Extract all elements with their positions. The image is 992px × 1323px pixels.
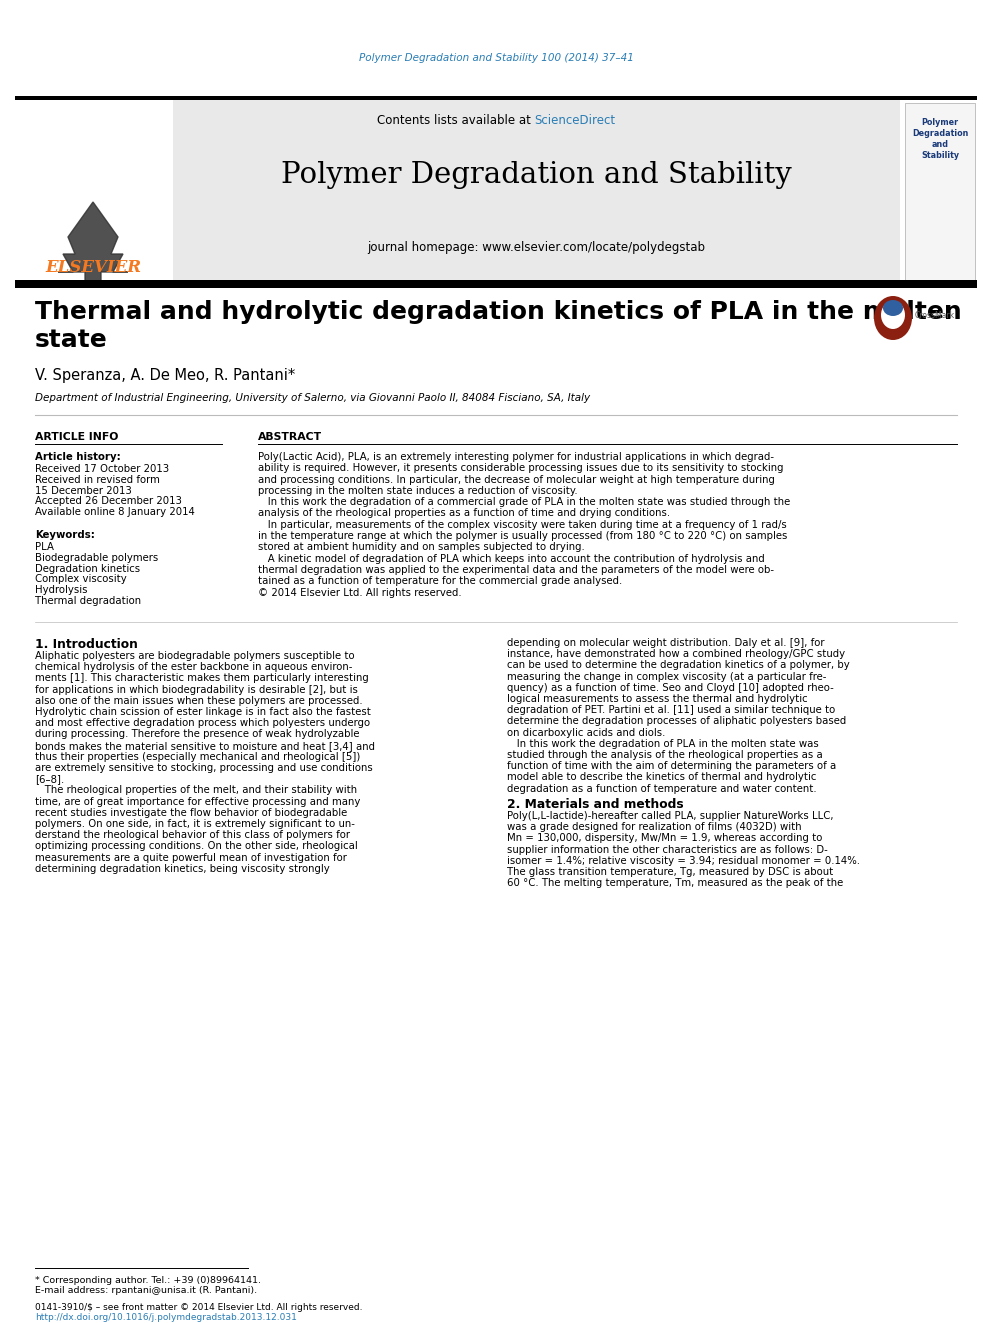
Bar — [173, 101, 900, 282]
Text: Received in revised form: Received in revised form — [35, 475, 160, 484]
Text: In this work the degradation of a commercial grade of PLA in the molten state wa: In this work the degradation of a commer… — [258, 497, 791, 507]
Text: ELSEVIER: ELSEVIER — [45, 259, 141, 277]
Text: measurements are a quite powerful mean of investigation for: measurements are a quite powerful mean o… — [35, 852, 347, 863]
Text: logical measurements to assess the thermal and hydrolytic: logical measurements to assess the therm… — [507, 695, 807, 704]
Ellipse shape — [883, 300, 903, 316]
Text: in the temperature range at which the polymer is usually processed (from 180 °C : in the temperature range at which the po… — [258, 531, 788, 541]
Text: A kinetic model of degradation of PLA which keeps into account the contribution : A kinetic model of degradation of PLA wh… — [258, 554, 765, 564]
Text: ABSTRACT: ABSTRACT — [258, 433, 322, 442]
Text: Thermal degradation: Thermal degradation — [35, 595, 141, 606]
Text: degradation of PET. Partini et al. [11] used a similar technique to: degradation of PET. Partini et al. [11] … — [507, 705, 835, 716]
Text: Poly(L,L-lactide)-hereafter called PLA, supplier NatureWorks LLC,: Poly(L,L-lactide)-hereafter called PLA, … — [507, 811, 833, 822]
Text: degradation as a function of temperature and water content.: degradation as a function of temperature… — [507, 783, 816, 794]
Text: tained as a function of temperature for the commercial grade analysed.: tained as a function of temperature for … — [258, 577, 622, 586]
Text: function of time with the aim of determining the parameters of a: function of time with the aim of determi… — [507, 761, 836, 771]
Text: was a grade designed for realization of films (4032D) with: was a grade designed for realization of … — [507, 822, 802, 832]
Text: Thermal and hydrolytic degradation kinetics of PLA in the molten: Thermal and hydrolytic degradation kinet… — [35, 300, 962, 324]
Text: Poly(Lactic Acid), PLA, is an extremely interesting polymer for industrial appli: Poly(Lactic Acid), PLA, is an extremely … — [258, 452, 774, 462]
Text: PLA: PLA — [35, 542, 54, 552]
Text: optimizing processing conditions. On the other side, rheological: optimizing processing conditions. On the… — [35, 841, 358, 852]
Text: Degradation kinetics: Degradation kinetics — [35, 564, 140, 574]
Text: 0141-3910/$ – see front matter © 2014 Elsevier Ltd. All rights reserved.: 0141-3910/$ – see front matter © 2014 El… — [35, 1303, 362, 1312]
Text: determining degradation kinetics, being viscosity strongly: determining degradation kinetics, being … — [35, 864, 329, 873]
Text: Contents lists available at: Contents lists available at — [377, 114, 535, 127]
Text: stored at ambient humidity and on samples subjected to drying.: stored at ambient humidity and on sample… — [258, 542, 584, 553]
Text: 60 °C. The melting temperature, Tm, measured as the peak of the: 60 °C. The melting temperature, Tm, meas… — [507, 878, 843, 888]
Text: Hydrolytic chain scission of ester linkage is in fact also the fastest: Hydrolytic chain scission of ester linka… — [35, 706, 371, 717]
Text: polymers. On one side, in fact, it is extremely significant to un-: polymers. On one side, in fact, it is ex… — [35, 819, 355, 830]
Text: 1. Introduction: 1. Introduction — [35, 638, 138, 651]
Text: Accepted 26 December 2013: Accepted 26 December 2013 — [35, 496, 182, 507]
Text: E-mail address: rpantani@unisa.it (R. Pantani).: E-mail address: rpantani@unisa.it (R. Pa… — [35, 1286, 257, 1295]
Bar — [15, 97, 977, 101]
Text: Polymer
Degradation
and
Stability: Polymer Degradation and Stability — [912, 118, 968, 160]
Text: [6–8].: [6–8]. — [35, 774, 64, 785]
Text: Complex viscosity: Complex viscosity — [35, 574, 127, 585]
Text: Keywords:: Keywords: — [35, 531, 95, 540]
Text: also one of the main issues when these polymers are processed.: also one of the main issues when these p… — [35, 696, 363, 705]
Bar — [15, 101, 173, 282]
Text: for applications in which biodegradability is desirable [2], but is: for applications in which biodegradabili… — [35, 684, 358, 695]
Text: Biodegradable polymers: Biodegradable polymers — [35, 553, 159, 562]
Polygon shape — [58, 202, 128, 287]
Text: time, are of great importance for effective processing and many: time, are of great importance for effect… — [35, 796, 360, 807]
Bar — [905, 103, 975, 282]
Text: In this work the degradation of PLA in the molten state was: In this work the degradation of PLA in t… — [507, 738, 818, 749]
Text: studied through the analysis of the rheological properties as a: studied through the analysis of the rheo… — [507, 750, 822, 759]
Text: derstand the rheological behavior of this class of polymers for: derstand the rheological behavior of thi… — [35, 831, 350, 840]
Text: CrossMark: CrossMark — [915, 311, 955, 319]
Text: In particular, measurements of the complex viscosity were taken during time at a: In particular, measurements of the compl… — [258, 520, 787, 529]
Text: Mn = 130,000, dispersity, Mw/Mn = 1.9, whereas according to: Mn = 130,000, dispersity, Mw/Mn = 1.9, w… — [507, 833, 822, 843]
Text: ScienceDirect: ScienceDirect — [535, 114, 616, 127]
Text: instance, have demonstrated how a combined rheology/GPC study: instance, have demonstrated how a combin… — [507, 650, 845, 659]
Text: Department of Industrial Engineering, University of Salerno, via Giovanni Paolo : Department of Industrial Engineering, Un… — [35, 393, 590, 404]
Text: on dicarboxylic acids and diols.: on dicarboxylic acids and diols. — [507, 728, 666, 738]
Text: state: state — [35, 328, 108, 352]
Text: The rheological properties of the melt, and their stability with: The rheological properties of the melt, … — [35, 786, 357, 795]
Text: can be used to determine the degradation kinetics of a polymer, by: can be used to determine the degradation… — [507, 660, 850, 671]
Text: Aliphatic polyesters are biodegradable polymers susceptible to: Aliphatic polyesters are biodegradable p… — [35, 651, 354, 662]
Text: V. Speranza, A. De Meo, R. Pantani*: V. Speranza, A. De Meo, R. Pantani* — [35, 368, 296, 382]
Text: thus their properties (especially mechanical and rheological [5]): thus their properties (especially mechan… — [35, 751, 360, 762]
Text: The glass transition temperature, Tg, measured by DSC is about: The glass transition temperature, Tg, me… — [507, 867, 833, 877]
Text: * Corresponding author. Tel.: +39 (0)89964141.: * Corresponding author. Tel.: +39 (0)899… — [35, 1275, 261, 1285]
Text: and most effective degradation process which polyesters undergo: and most effective degradation process w… — [35, 718, 370, 728]
Text: ability is required. However, it presents considerable processing issues due to : ability is required. However, it present… — [258, 463, 784, 474]
Ellipse shape — [881, 302, 905, 329]
Text: measuring the change in complex viscosity (at a particular fre-: measuring the change in complex viscosit… — [507, 672, 826, 681]
Text: journal homepage: www.elsevier.com/locate/polydegstab: journal homepage: www.elsevier.com/locat… — [367, 242, 705, 254]
Text: model able to describe the kinetics of thermal and hydrolytic: model able to describe the kinetics of t… — [507, 773, 816, 782]
Text: ments [1]. This characteristic makes them particularly interesting: ments [1]. This characteristic makes the… — [35, 673, 369, 684]
Text: Polymer Degradation and Stability 100 (2014) 37–41: Polymer Degradation and Stability 100 (2… — [358, 53, 634, 64]
Text: Article history:: Article history: — [35, 452, 121, 462]
Text: quency) as a function of time. Seo and Cloyd [10] adopted rheo-: quency) as a function of time. Seo and C… — [507, 683, 833, 693]
Text: depending on molecular weight distribution. Daly et al. [9], for: depending on molecular weight distributi… — [507, 638, 824, 648]
Text: Received 17 October 2013: Received 17 October 2013 — [35, 464, 169, 474]
Text: 15 December 2013: 15 December 2013 — [35, 486, 132, 496]
Text: processing in the molten state induces a reduction of viscosity.: processing in the molten state induces a… — [258, 486, 577, 496]
Text: supplier information the other characteristics are as follows: D-: supplier information the other character… — [507, 844, 827, 855]
Text: bonds makes the material sensitive to moisture and heat [3,4] and: bonds makes the material sensitive to mo… — [35, 741, 375, 750]
Text: thermal degradation was applied to the experimental data and the parameters of t: thermal degradation was applied to the e… — [258, 565, 774, 576]
Text: chemical hydrolysis of the ester backbone in aqueous environ-: chemical hydrolysis of the ester backbon… — [35, 663, 352, 672]
Text: during processing. Therefore the presence of weak hydrolyzable: during processing. Therefore the presenc… — [35, 729, 359, 740]
Text: recent studies investigate the flow behavior of biodegradable: recent studies investigate the flow beha… — [35, 808, 347, 818]
Text: Polymer Degradation and Stability: Polymer Degradation and Stability — [281, 161, 792, 189]
Text: ARTICLE INFO: ARTICLE INFO — [35, 433, 118, 442]
Text: analysis of the rheological properties as a function of time and drying conditio: analysis of the rheological properties a… — [258, 508, 671, 519]
Bar — [15, 280, 977, 288]
Text: 2. Materials and methods: 2. Materials and methods — [507, 798, 683, 811]
Text: Available online 8 January 2014: Available online 8 January 2014 — [35, 507, 194, 517]
Ellipse shape — [874, 296, 912, 340]
Text: Hydrolysis: Hydrolysis — [35, 585, 87, 595]
Text: and processing conditions. In particular, the decrease of molecular weight at hi: and processing conditions. In particular… — [258, 475, 775, 484]
Text: determine the degradation processes of aliphatic polyesters based: determine the degradation processes of a… — [507, 716, 846, 726]
Text: are extremely sensitive to stocking, processing and use conditions: are extremely sensitive to stocking, pro… — [35, 763, 373, 773]
Text: http://dx.doi.org/10.1016/j.polymdegradstab.2013.12.031: http://dx.doi.org/10.1016/j.polymdegrads… — [35, 1312, 297, 1322]
Text: isomer = 1.4%; relative viscosity = 3.94; residual monomer = 0.14%.: isomer = 1.4%; relative viscosity = 3.94… — [507, 856, 860, 865]
Text: © 2014 Elsevier Ltd. All rights reserved.: © 2014 Elsevier Ltd. All rights reserved… — [258, 587, 461, 598]
